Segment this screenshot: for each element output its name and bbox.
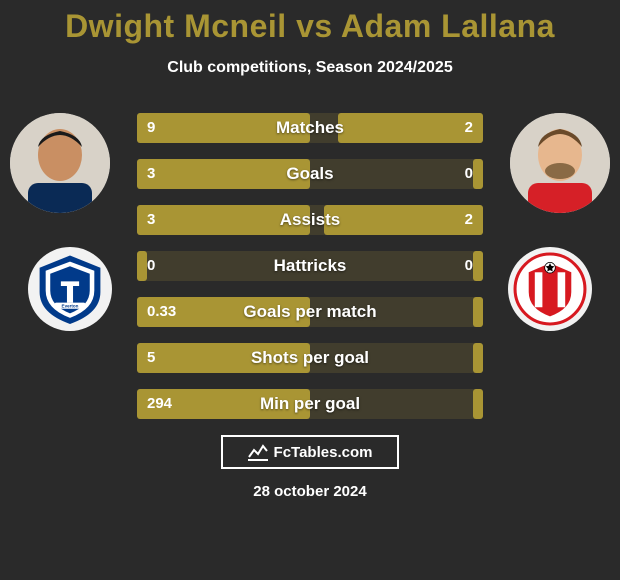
stat-row: 0.33Goals per match [137, 297, 483, 327]
southampton-crest-icon [512, 251, 588, 327]
player-left-photo [10, 113, 110, 213]
player-right-photo [510, 113, 610, 213]
club-left-crest: Everton [28, 247, 112, 331]
stat-label: Min per goal [137, 389, 483, 419]
stat-label: Matches [137, 113, 483, 143]
stat-row: 294Min per goal [137, 389, 483, 419]
stat-row: 92Matches [137, 113, 483, 143]
stat-row: 32Assists [137, 205, 483, 235]
stat-label: Goals [137, 159, 483, 189]
club-right-crest [508, 247, 592, 331]
comparison-subtitle: Club competitions, Season 2024/2025 [0, 59, 620, 77]
player-left-name: Dwight Mcneil [65, 8, 287, 44]
brand-logo-icon [248, 443, 268, 461]
player-right-name: Adam Lallana [341, 8, 555, 44]
brand-badge: FcTables.com [221, 435, 399, 469]
stat-bars: 92Matches 30Goals 32Assists 00Hattricks 0.33… [137, 113, 483, 419]
everton-crest-icon: Everton [32, 251, 108, 327]
brand-text: FcTables.com [274, 444, 373, 461]
comparison-body: Everton 92Matches 30Goals 32Assists 00Hattr… [0, 113, 620, 500]
svg-text:Everton: Everton [62, 304, 79, 309]
comparison-title: Dwight Mcneil vs Adam Lallana [0, 0, 620, 45]
stat-label: Shots per goal [137, 343, 483, 373]
stat-row: 30Goals [137, 159, 483, 189]
stat-row: 00Hattricks [137, 251, 483, 281]
stat-row: 5Shots per goal [137, 343, 483, 373]
comparison-date: 28 october 2024 [0, 483, 620, 500]
vs-token: vs [296, 8, 341, 44]
stat-label: Goals per match [137, 297, 483, 327]
stat-label: Hattricks [137, 251, 483, 281]
stat-label: Assists [137, 205, 483, 235]
